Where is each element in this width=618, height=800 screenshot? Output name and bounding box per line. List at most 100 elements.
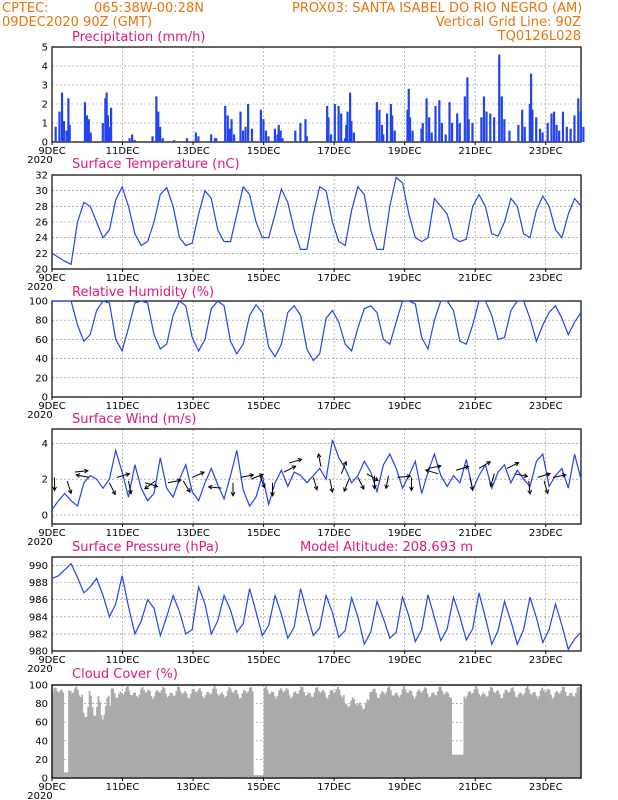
precip-bar [420, 128, 423, 142]
wind-vector-head [343, 487, 348, 493]
cloud-bar [103, 714, 106, 778]
precip-bar [210, 134, 213, 142]
cloud-bar [143, 689, 145, 778]
precip-bar [58, 111, 61, 142]
cloud-bar [461, 754, 464, 778]
wind-vector-head [75, 473, 81, 478]
precip-bar [456, 113, 459, 142]
cloud-ytick-label: 40 [35, 736, 48, 747]
precip-bar [349, 92, 352, 142]
precip-bar [538, 128, 542, 142]
cloud-bar [200, 691, 203, 778]
cloud-bar [210, 693, 213, 778]
cloud-bar [395, 692, 398, 778]
header-run-date: 09DEC2020 90Z (GMT) [2, 15, 152, 30]
cloud-bar [382, 692, 385, 778]
cloud-bar [285, 688, 288, 778]
cloud-bar [82, 712, 85, 778]
header-station: PROX03: SANTA ISABEL DO RIO NEGRO (AM) [292, 1, 582, 16]
precip-bar [471, 123, 474, 142]
wind-vector-head [258, 473, 264, 478]
precip-bar [151, 136, 154, 142]
cloud-bar [53, 687, 56, 778]
precip-bar [458, 123, 461, 142]
cloud-bar [272, 692, 275, 778]
cloud-bar [248, 687, 251, 778]
cloud-bar [344, 703, 347, 778]
precip-bar [573, 115, 576, 142]
precip-ytick-label: 0 [42, 138, 48, 149]
cloud-bar [517, 694, 520, 778]
cloud-bar [360, 705, 363, 778]
precip-ytick-label: 1 [42, 119, 48, 130]
precip-bar [530, 73, 533, 142]
wind-vector-head [409, 486, 414, 492]
precip-bar [444, 134, 447, 142]
cloud-bar [63, 772, 66, 778]
precip-bar [226, 115, 229, 142]
wind-vector [397, 475, 411, 478]
cloud-bar [363, 708, 366, 778]
cloud-bar [572, 696, 574, 778]
wind-vector-head [291, 465, 297, 470]
wind-vector [127, 480, 132, 494]
rh-series-line [52, 300, 582, 362]
precip-bar [498, 54, 501, 142]
cloud-bar [554, 692, 557, 778]
temp-xtick-label: 15DEC [247, 273, 281, 284]
precip-bar [408, 117, 412, 142]
header-model-id: TQ0126L028 [497, 29, 581, 44]
precip-bar [239, 111, 242, 142]
cloud-xtick-label: 17DEC [317, 782, 351, 793]
wind-vector [543, 480, 549, 494]
wind-vector [469, 477, 474, 491]
cloud-bar [219, 693, 222, 778]
precip-bar [489, 113, 492, 142]
cloud-bar [78, 695, 81, 778]
precip-bar [448, 102, 451, 142]
cloud-bar [547, 688, 549, 778]
wind-vector [144, 480, 156, 490]
precip-bar [535, 117, 538, 142]
wind-vector-head [52, 486, 57, 492]
precip-bar [378, 109, 381, 142]
wind-vector-head [270, 492, 275, 497]
cloud-bar [551, 698, 554, 778]
cloud-bar [93, 715, 95, 778]
cloud-xtick-label: 23DEC [529, 782, 563, 793]
cloud-bar [497, 690, 500, 778]
cloud-bar [482, 692, 485, 778]
cloud-bar [460, 754, 463, 778]
cloud-bar [128, 690, 131, 778]
wind-vector-head [249, 473, 255, 478]
wind-vector-head [153, 483, 159, 488]
cloud-bar [511, 687, 514, 778]
cloud-bar [404, 689, 407, 778]
wind-vector-head [67, 489, 73, 495]
precip-bar [434, 105, 437, 142]
cloud-bar [112, 688, 115, 778]
cloud-bar [56, 691, 59, 778]
cloud-bar [448, 697, 451, 778]
cloud-bar [434, 694, 436, 778]
cloud-bar [115, 697, 117, 778]
cloud-bar [561, 686, 564, 778]
cloud-bar [191, 689, 194, 778]
pressure-xtick-label: 17DEC [317, 655, 351, 666]
cloud-bar [454, 754, 457, 778]
cloud-bar [178, 687, 181, 778]
cloud-bar [439, 686, 442, 778]
temp-ytick-label: 22 [35, 249, 48, 260]
precip-bar [133, 140, 136, 142]
cloud-bar [519, 692, 522, 778]
cloud-bar [453, 754, 455, 778]
precip-bar [215, 138, 218, 142]
precip-bar [343, 138, 347, 142]
pressure-ytick-label: 990 [29, 561, 48, 572]
precip-bar [333, 104, 336, 142]
cloud-bar [384, 694, 386, 778]
rh-xtick-label: 13DEC [176, 401, 210, 412]
wind-vector-head [313, 485, 319, 491]
cloud-bar [529, 693, 532, 778]
wind-vector [259, 475, 266, 488]
